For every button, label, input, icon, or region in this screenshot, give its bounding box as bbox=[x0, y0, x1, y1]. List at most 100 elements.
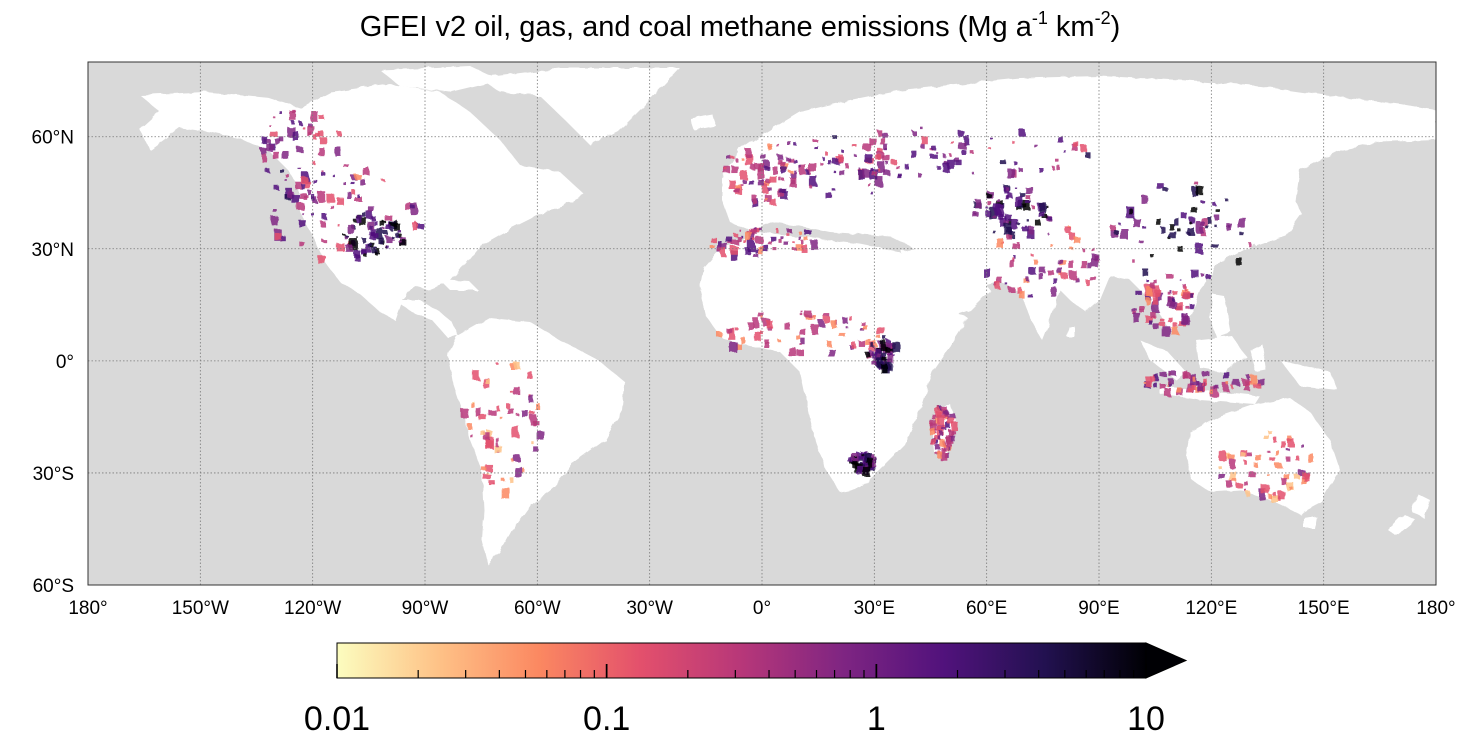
emission-cell bbox=[939, 439, 945, 447]
latitude-tick-label: 0° bbox=[56, 352, 74, 373]
emission-cell bbox=[375, 228, 384, 239]
emission-cell bbox=[752, 318, 759, 328]
emission-cell bbox=[1147, 280, 1150, 284]
emission-cell bbox=[1176, 387, 1182, 394]
emission-cell bbox=[762, 318, 771, 326]
land-south-america bbox=[448, 318, 625, 565]
emission-cell bbox=[1200, 200, 1205, 204]
emission-cell bbox=[758, 226, 762, 230]
emission-cell bbox=[799, 343, 802, 345]
emission-cell bbox=[798, 236, 801, 241]
emission-cell bbox=[876, 352, 881, 358]
emission-cell bbox=[1017, 222, 1021, 227]
emission-cell bbox=[946, 445, 950, 450]
emission-cell bbox=[858, 340, 865, 347]
emission-cell bbox=[1008, 286, 1015, 293]
emission-cell bbox=[488, 409, 497, 416]
emission-cell bbox=[1173, 217, 1179, 226]
emission-cell bbox=[1283, 473, 1290, 480]
emission-cell bbox=[771, 246, 776, 250]
longitude-tick-label: 30°W bbox=[626, 598, 673, 619]
emission-cell bbox=[1062, 149, 1066, 153]
emission-cell bbox=[953, 157, 959, 162]
emission-cell bbox=[1159, 321, 1166, 327]
emission-cell bbox=[865, 339, 872, 345]
emission-cell bbox=[860, 327, 865, 332]
emission-cell bbox=[1025, 187, 1034, 194]
emission-cell bbox=[483, 432, 490, 440]
emission-cell bbox=[764, 339, 770, 344]
emission-cell bbox=[1069, 271, 1078, 280]
emission-cell bbox=[776, 144, 780, 148]
emission-cell bbox=[1031, 254, 1034, 257]
emission-cell bbox=[942, 153, 946, 158]
emission-cell bbox=[1181, 213, 1188, 220]
emission-cell bbox=[725, 236, 732, 242]
emission-cell bbox=[937, 451, 942, 459]
emission-cell bbox=[904, 163, 909, 169]
longitude-tick-label: 60°W bbox=[514, 598, 561, 619]
emission-cell bbox=[811, 324, 819, 335]
emission-cell bbox=[1014, 187, 1018, 189]
emission-cell bbox=[1024, 225, 1028, 228]
emission-cell bbox=[317, 191, 326, 202]
emission-cell bbox=[372, 233, 379, 238]
emission-cell bbox=[866, 458, 873, 463]
emission-cell bbox=[1241, 378, 1249, 385]
emission-cell bbox=[1300, 444, 1304, 448]
emission-cell bbox=[356, 236, 359, 239]
emission-cell bbox=[883, 169, 890, 176]
emission-cell bbox=[318, 147, 325, 157]
latitude-tick-label: 60°N bbox=[32, 128, 74, 149]
emission-cell bbox=[1295, 456, 1300, 461]
emission-cell bbox=[486, 472, 489, 475]
emission-cell bbox=[1272, 491, 1276, 498]
emission-cell bbox=[781, 177, 785, 181]
emission-cell bbox=[744, 232, 752, 241]
emission-cell bbox=[1229, 471, 1237, 481]
emission-cell bbox=[812, 139, 818, 143]
emission-cell bbox=[349, 238, 358, 251]
emission-cell bbox=[788, 347, 796, 357]
emission-cell bbox=[783, 322, 790, 330]
emission-cell bbox=[868, 137, 876, 145]
emission-cell bbox=[874, 347, 882, 354]
emission-cell bbox=[942, 162, 950, 173]
emission-cell bbox=[717, 248, 722, 252]
colorbar-tick-labels: 0.01 0.1 1 10 bbox=[304, 700, 1165, 738]
latitude-tick-label: 30°N bbox=[32, 240, 74, 261]
emission-cell bbox=[854, 456, 857, 458]
emission-cell bbox=[798, 164, 801, 168]
land-indonesia bbox=[1140, 336, 1338, 404]
emission-cell bbox=[483, 474, 491, 480]
emission-cell bbox=[354, 174, 362, 179]
emission-cell bbox=[470, 435, 474, 439]
emission-cell bbox=[1236, 257, 1243, 266]
emission-cell bbox=[872, 170, 877, 177]
emission-cell bbox=[1092, 254, 1100, 260]
emission-cell bbox=[1003, 220, 1009, 225]
colorbar-tick-label: 10 bbox=[1127, 700, 1165, 738]
map-panel bbox=[88, 62, 1436, 585]
emission-cell bbox=[818, 320, 824, 327]
emission-cell bbox=[769, 175, 777, 183]
emission-cell bbox=[876, 356, 884, 368]
emission-cell bbox=[1129, 209, 1133, 215]
emission-cell bbox=[842, 317, 848, 324]
emission-cell bbox=[320, 220, 326, 227]
emission-cell bbox=[313, 135, 317, 141]
emission-cell bbox=[1248, 380, 1252, 384]
emission-cell bbox=[851, 342, 856, 349]
emission-cell bbox=[345, 245, 354, 252]
emission-cell bbox=[273, 209, 277, 213]
emission-cell bbox=[1246, 452, 1252, 457]
emission-cell bbox=[865, 352, 871, 358]
emission-cell bbox=[1202, 378, 1207, 382]
emission-cell bbox=[823, 313, 830, 317]
emission-cell bbox=[1132, 310, 1137, 315]
emission-cell bbox=[743, 240, 747, 243]
emission-cell bbox=[1189, 217, 1196, 224]
emission-cell bbox=[888, 347, 893, 351]
emission-cell bbox=[320, 172, 326, 176]
emission-cell bbox=[793, 142, 797, 146]
